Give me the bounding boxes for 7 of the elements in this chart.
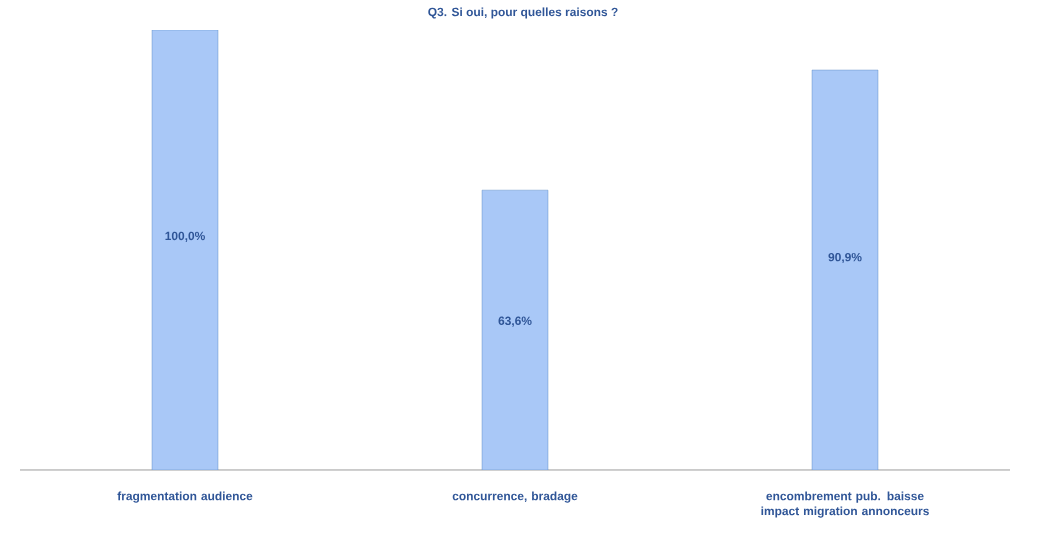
x-tick-label: encombrement pub. baisse impact migration annonceurs <box>761 491 929 518</box>
data-label: 100,0% <box>165 231 205 242</box>
data-label: 63,6% <box>498 316 532 327</box>
x-tick-label: concurrence, bradage <box>452 491 578 503</box>
x-tick-label: fragmentation audience <box>117 491 253 503</box>
chart-title: Q3. Si oui, pour quelles raisons ? <box>428 7 618 19</box>
data-label: 90,9% <box>828 252 862 264</box>
